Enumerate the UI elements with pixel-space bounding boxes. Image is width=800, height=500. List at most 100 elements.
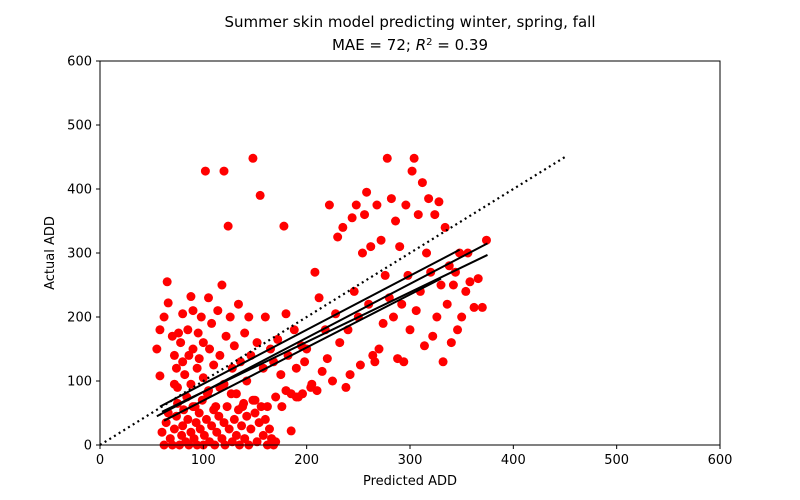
fit-line — [159, 248, 461, 408]
data-point — [322, 354, 332, 364]
data-point — [260, 312, 270, 322]
data-point — [209, 405, 219, 415]
data-point — [174, 328, 184, 338]
data-point — [260, 414, 270, 424]
data-point — [178, 309, 188, 319]
data-point — [226, 389, 236, 399]
y-tick-label: 100 — [67, 375, 92, 390]
data-point — [424, 194, 434, 204]
data-point — [314, 293, 324, 303]
data-point — [221, 331, 231, 341]
data-point — [199, 430, 209, 440]
data-point — [225, 312, 235, 322]
data-point — [231, 430, 241, 440]
data-point — [207, 318, 217, 328]
data-point — [256, 402, 266, 412]
data-point — [186, 292, 196, 302]
data-point — [214, 411, 224, 421]
data-point — [233, 299, 243, 309]
x-tick-label: 0 — [96, 453, 104, 468]
data-point — [173, 382, 182, 392]
data-point — [229, 341, 239, 351]
data-point — [277, 402, 287, 412]
data-point — [169, 424, 179, 434]
data-point — [248, 153, 258, 163]
data-point — [465, 277, 475, 287]
data-point — [215, 350, 225, 360]
data-point — [183, 414, 193, 424]
data-point — [428, 331, 438, 341]
data-point — [399, 357, 409, 367]
data-point — [436, 280, 446, 290]
y-tick-label: 300 — [67, 247, 92, 262]
data-point — [240, 434, 250, 444]
data-point — [246, 424, 256, 434]
data-point — [422, 248, 432, 258]
data-point — [397, 299, 407, 309]
data-point — [448, 280, 458, 290]
data-point — [374, 344, 384, 354]
data-point — [184, 350, 194, 360]
data-point — [217, 280, 227, 290]
data-point — [171, 363, 181, 373]
data-point — [183, 325, 193, 335]
data-point — [333, 232, 343, 242]
data-point — [362, 187, 372, 197]
data-point — [198, 373, 208, 383]
data-point — [310, 267, 320, 277]
data-point — [388, 312, 398, 322]
x-tick-label: 300 — [398, 453, 423, 468]
data-point — [178, 357, 188, 367]
data-point — [469, 302, 479, 312]
data-point — [411, 306, 421, 316]
data-point — [248, 395, 258, 405]
data-point — [432, 312, 442, 322]
data-point — [193, 328, 203, 338]
data-point — [430, 210, 440, 220]
data-point — [169, 350, 179, 360]
data-point — [345, 370, 355, 380]
data-point — [157, 427, 167, 437]
data-point — [229, 414, 239, 424]
data-point — [355, 360, 365, 370]
data-point — [223, 221, 233, 231]
data-point — [401, 200, 411, 210]
data-point — [258, 430, 268, 440]
data-point — [434, 197, 444, 207]
data-point — [207, 421, 217, 431]
x-tick-label: 400 — [501, 453, 526, 468]
data-point — [244, 312, 254, 322]
data-point — [198, 338, 208, 348]
data-point — [242, 411, 252, 421]
data-point — [205, 344, 215, 354]
data-point — [442, 299, 452, 309]
data-point — [298, 389, 308, 399]
data-point — [338, 222, 348, 232]
data-point — [391, 216, 401, 226]
data-point — [227, 437, 237, 447]
axis-ticks: 0 100 200 300 400 500 600 0 100 200 300 400 500 600 — [67, 55, 732, 469]
data-point — [413, 210, 423, 220]
data-point — [233, 405, 243, 415]
data-point — [351, 200, 361, 210]
data-point — [213, 306, 223, 316]
data-point — [196, 312, 206, 322]
data-point — [481, 235, 491, 245]
data-point — [191, 418, 201, 428]
data-point — [409, 153, 419, 163]
data-point — [276, 370, 286, 380]
data-point — [273, 334, 283, 344]
data-point — [224, 424, 234, 434]
data-point — [155, 371, 165, 381]
data-point — [255, 190, 265, 200]
plot-area — [152, 153, 491, 450]
chart-subtitle: MAE = 72; R2 = 0.39 — [332, 36, 488, 54]
data-point — [192, 363, 202, 373]
data-point — [378, 318, 388, 328]
data-point — [163, 298, 173, 308]
data-point — [477, 302, 487, 312]
data-point — [376, 235, 386, 245]
data-point — [382, 153, 392, 163]
data-point — [152, 344, 162, 354]
data-point — [289, 325, 299, 335]
